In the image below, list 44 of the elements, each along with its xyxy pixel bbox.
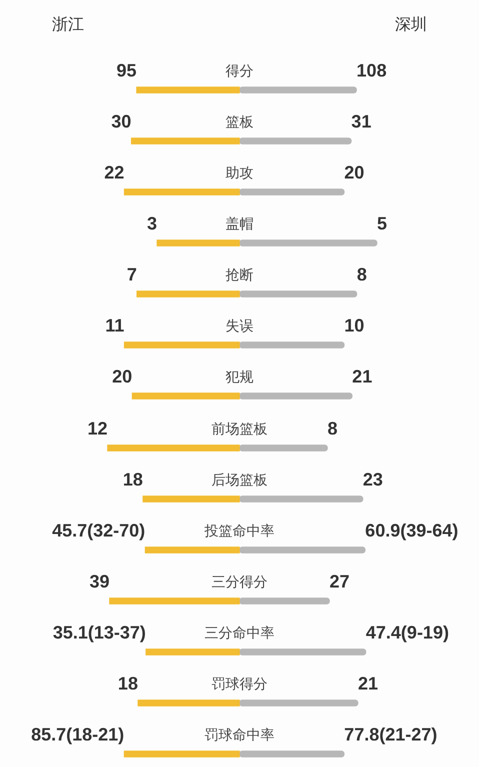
data-label: 45.7(32-70) — [52, 520, 146, 540]
data-label: 23 — [362, 469, 383, 490]
y-tick-label: 得分 — [226, 62, 254, 78]
text: 浙江 — [52, 15, 84, 34]
data-label: 7 — [126, 264, 137, 284]
data-label: 60.9(39-64) — [365, 520, 458, 540]
data-label: 31 — [351, 111, 372, 132]
data-label: 30 — [111, 111, 132, 132]
data-label: 77.8(21-27) — [344, 724, 438, 744]
data-label: 47.4(9-19) — [366, 622, 449, 642]
data-label: 20 — [344, 162, 364, 182]
data-label: 10 — [344, 315, 364, 336]
data-label: 95 — [116, 60, 137, 80]
y-tick-label: 篮板 — [226, 113, 254, 130]
data-label: 21 — [358, 673, 378, 694]
y-tick-label: 盖帽 — [226, 215, 254, 232]
data-label: 18 — [122, 469, 143, 490]
data-label: 20 — [112, 366, 132, 386]
y-tick-label: 助攻 — [226, 164, 254, 180]
text: 深圳 — [395, 15, 427, 34]
y-tick-label: 抢断 — [226, 266, 254, 282]
data-label: 3 — [146, 213, 157, 234]
y-tick-label: 失误 — [226, 317, 254, 334]
data-label: 5 — [377, 213, 388, 234]
data-label: 8 — [328, 418, 338, 438]
y-tick-label: 前场篮板 — [212, 420, 268, 436]
y-tick-label: 三分命中率 — [204, 624, 274, 640]
data-label: 39 — [89, 571, 110, 592]
data-label: 18 — [118, 673, 138, 694]
y-tick-label: 罚球得分 — [212, 675, 268, 692]
data-label: 11 — [105, 315, 124, 336]
y-tick-label: 犯规 — [226, 368, 254, 384]
data-label: 27 — [330, 571, 350, 592]
data-label: 12 — [87, 418, 108, 438]
data-label: 85.7(18-21) — [31, 724, 124, 744]
y-tick-label: 投篮命中率 — [204, 522, 274, 538]
data-label: 21 — [352, 366, 372, 386]
data-label: 8 — [356, 264, 367, 284]
data-label: 108 — [356, 60, 387, 80]
data-label: 22 — [104, 162, 124, 182]
y-tick-label: 罚球命中率 — [204, 726, 274, 742]
y-tick-label: 三分得分 — [212, 573, 268, 590]
y-tick-label: 后场篮板 — [212, 471, 268, 488]
data-label: 35.1(13-37) — [52, 622, 146, 642]
